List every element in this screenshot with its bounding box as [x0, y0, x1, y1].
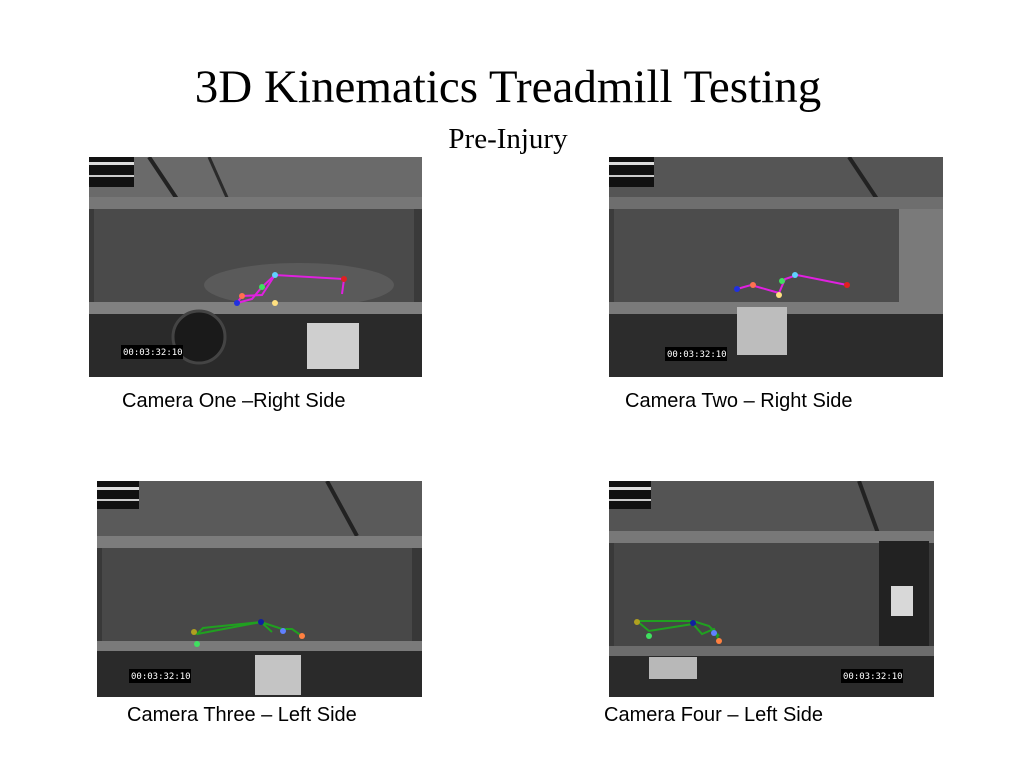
skeleton-overlay	[634, 619, 722, 644]
timestamp: 00:03:32:10	[131, 672, 191, 682]
timestamp: 00:03:32:10	[667, 350, 727, 360]
slide-title: 3D Kinematics Treadmill Testing	[194, 61, 822, 113]
camera-one-caption: Camera One –Right Side	[122, 390, 346, 412]
camera-four-frame: 00:03:32:10	[609, 481, 934, 697]
camera-four-caption: Camera Four – Left Side	[604, 704, 823, 726]
timestamp: 00:03:32:10	[843, 672, 903, 682]
camera-two-frame: 00:03:32:10	[609, 157, 943, 377]
camera-three-frame: 00:03:32:10	[97, 481, 422, 697]
camera-three-caption: Camera Three – Left Side	[127, 704, 357, 726]
timestamp: 00:03:32:10	[123, 348, 183, 358]
camera-one-frame: 00:03:32:10	[89, 157, 422, 377]
slide-subtitle: Pre-Injury	[448, 123, 568, 155]
camera-two-caption: Camera Two – Right Side	[625, 390, 853, 412]
skeleton-overlay	[734, 272, 850, 298]
skeleton-overlay	[234, 272, 347, 306]
skeleton-overlay	[191, 619, 305, 647]
